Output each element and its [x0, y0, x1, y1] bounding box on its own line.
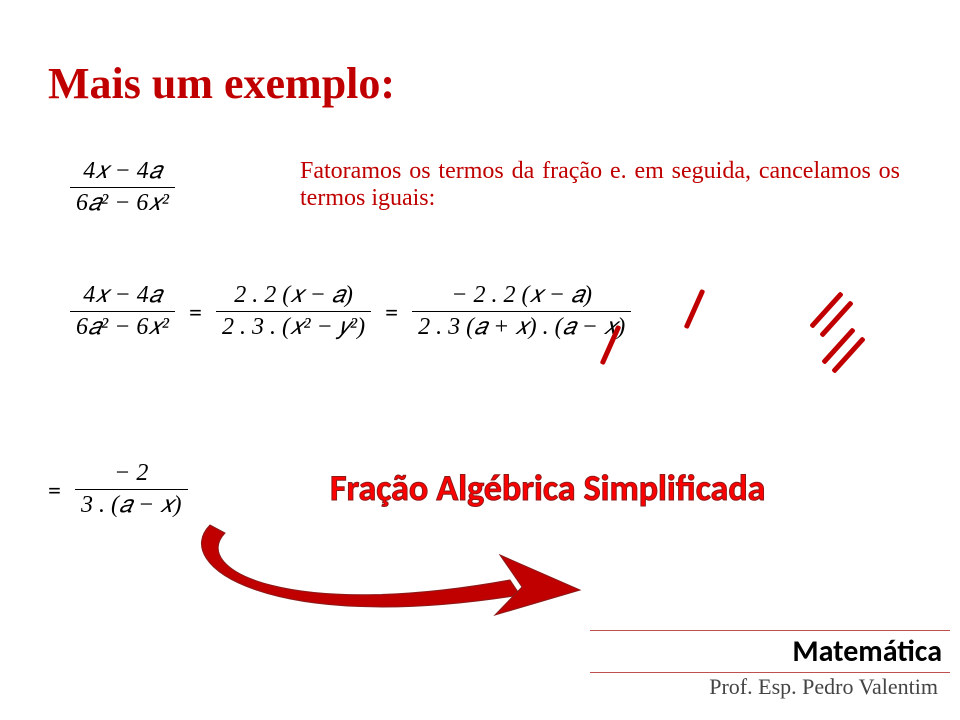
fraction-initial-den: 6𝑎² − 6𝑥²	[70, 188, 175, 217]
footer-subject: Matemática	[590, 630, 950, 673]
equals-sign: =	[189, 296, 202, 328]
page-title: Mais um exemplo:	[48, 58, 395, 109]
fraction-step-mid-den: 2 . 3 . (𝑥² − 𝑦²)	[216, 312, 371, 341]
fraction-step-rhs-num: − 2 . 2 (𝑥 − 𝑎)	[412, 282, 631, 312]
equals-sign: =	[48, 474, 61, 506]
fraction-result: − 2 3 . (𝑎 − 𝑥)	[75, 460, 188, 519]
result-label: Fração Algébrica Simplificada	[330, 466, 765, 510]
footer-professor: Prof. Esp. Pedro Valentim	[590, 673, 948, 700]
strike-mark	[809, 291, 843, 329]
fraction-step-mid: 2 . 2 (𝑥 − 𝑎) 2 . 3 . (𝑥² − 𝑦²)	[216, 282, 371, 341]
fraction-initial-num: 4𝑥 − 4𝑎	[70, 158, 175, 188]
fraction-step-mid-num: 2 . 2 (𝑥 − 𝑎)	[216, 282, 371, 312]
strike-mark	[684, 289, 706, 329]
result-row: = − 2 3 . (𝑎 − 𝑥)	[48, 460, 188, 519]
fraction-result-num: − 2	[75, 460, 188, 490]
strike-mark	[831, 336, 865, 374]
fraction-step-lhs-den: 6𝑎² − 6𝑥²	[70, 312, 175, 341]
fraction-initial: 4𝑥 − 4𝑎 6𝑎² − 6𝑥²	[70, 158, 175, 217]
step-row: 4𝑥 − 4𝑎 6𝑎² − 6𝑥² = 2 . 2 (𝑥 − 𝑎) 2 . 3 …	[70, 282, 631, 341]
fraction-step-rhs-den: 2 . 3 (𝑎 + 𝑥) . (𝑎 − 𝑥)	[412, 312, 631, 341]
equals-sign: =	[385, 296, 398, 328]
fraction-step-lhs-num: 4𝑥 − 4𝑎	[70, 282, 175, 312]
fraction-step-rhs: − 2 . 2 (𝑥 − 𝑎) 2 . 3 (𝑎 + 𝑥) . (𝑎 − 𝑥)	[412, 282, 631, 341]
explanation-text: Fatoramos os termos da fração e. em segu…	[300, 158, 900, 212]
fraction-step-lhs: 4𝑥 − 4𝑎 6𝑎² − 6𝑥²	[70, 282, 175, 341]
arrow-callout	[150, 515, 670, 645]
footer: Matemática Prof. Esp. Pedro Valentim	[590, 630, 960, 700]
arrow-body	[201, 525, 520, 607]
